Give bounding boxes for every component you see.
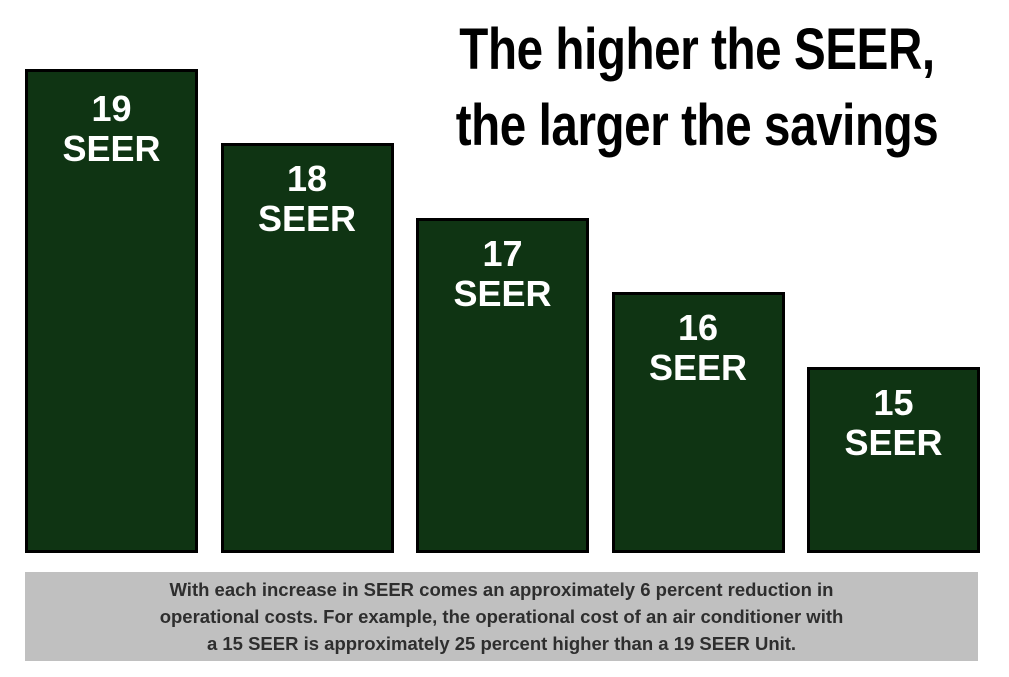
bar: 18 SEER xyxy=(220,143,394,553)
bar-label: 15 SEER xyxy=(844,381,943,463)
bar-label: 19 SEER xyxy=(62,88,161,169)
bar-label: 16 SEER xyxy=(648,307,748,389)
footnote: With each increase in SEER comes an appr… xyxy=(25,572,978,661)
bar: 16 SEER xyxy=(611,292,785,553)
bar: 19 SEER xyxy=(25,69,198,553)
bar: 15 SEER xyxy=(807,366,980,553)
bar-label: 18 SEER xyxy=(257,158,357,240)
bar: 17 SEER xyxy=(416,217,589,553)
bar-label: 17 SEER xyxy=(453,232,552,314)
chart-title: The higher the SEER, the larger the savi… xyxy=(455,17,939,158)
